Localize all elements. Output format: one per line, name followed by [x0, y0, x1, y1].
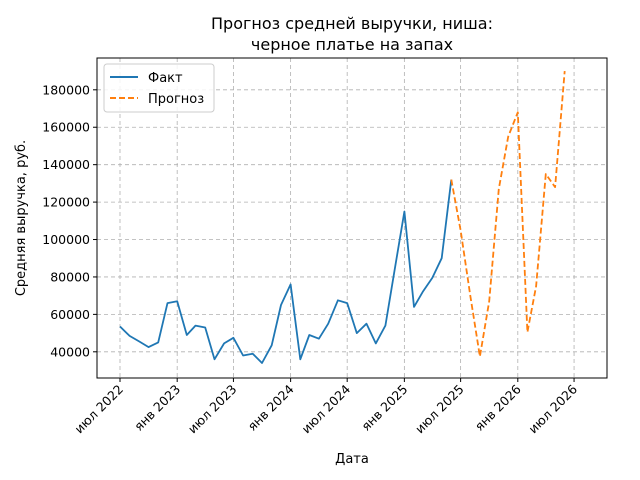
series-line-0 — [119, 179, 453, 364]
x-tick-label: янв 2023 — [131, 382, 183, 434]
y-tick-label: 40000 — [50, 344, 90, 359]
plot-area-frame — [96, 57, 608, 379]
series-line-1 — [450, 71, 566, 358]
chart-title-line-2: черное платье на запах — [251, 35, 453, 54]
legend-label-fakt: Факт — [148, 71, 183, 86]
y-tick-label: 180000 — [42, 82, 90, 97]
x-tick-label: янв 2025 — [358, 382, 410, 434]
y-tick-label: 100000 — [42, 232, 90, 247]
y-axis-label: Средняя выручка, руб. — [14, 140, 29, 296]
x-axis: июл 2022 янв 2023 июл 2023 янв 2024 июл 2024… — [71, 378, 580, 436]
x-tick-label: июл 2024 — [299, 381, 354, 436]
x-tick-label: янв 2026 — [472, 381, 524, 433]
chart-title-line-1: Прогноз средней выручки, ниша: — [211, 14, 493, 33]
grid — [97, 58, 607, 378]
y-tick-label: 160000 — [42, 120, 90, 135]
y-tick-label: 140000 — [42, 157, 90, 172]
x-tick-label: июл 2023 — [185, 382, 240, 437]
x-tick-label: июл 2022 — [71, 382, 126, 437]
y-tick-label: 120000 — [42, 195, 90, 210]
y-tick-label: 60000 — [50, 307, 90, 322]
y-tick-label: 80000 — [50, 269, 90, 284]
x-axis-label: Дата — [335, 452, 369, 467]
x-tick-label: янв 2024 — [245, 381, 297, 433]
y-axis: 40000 60000 80000 100000 120000 140000 160000 1… — [42, 82, 97, 359]
x-tick-label: июл 2026 — [525, 381, 580, 436]
series-layer — [119, 71, 566, 364]
legend: Факт Прогноз — [103, 63, 215, 113]
legend-label-prognoz: Прогноз — [148, 92, 204, 107]
x-tick-label: июл 2025 — [412, 382, 467, 437]
